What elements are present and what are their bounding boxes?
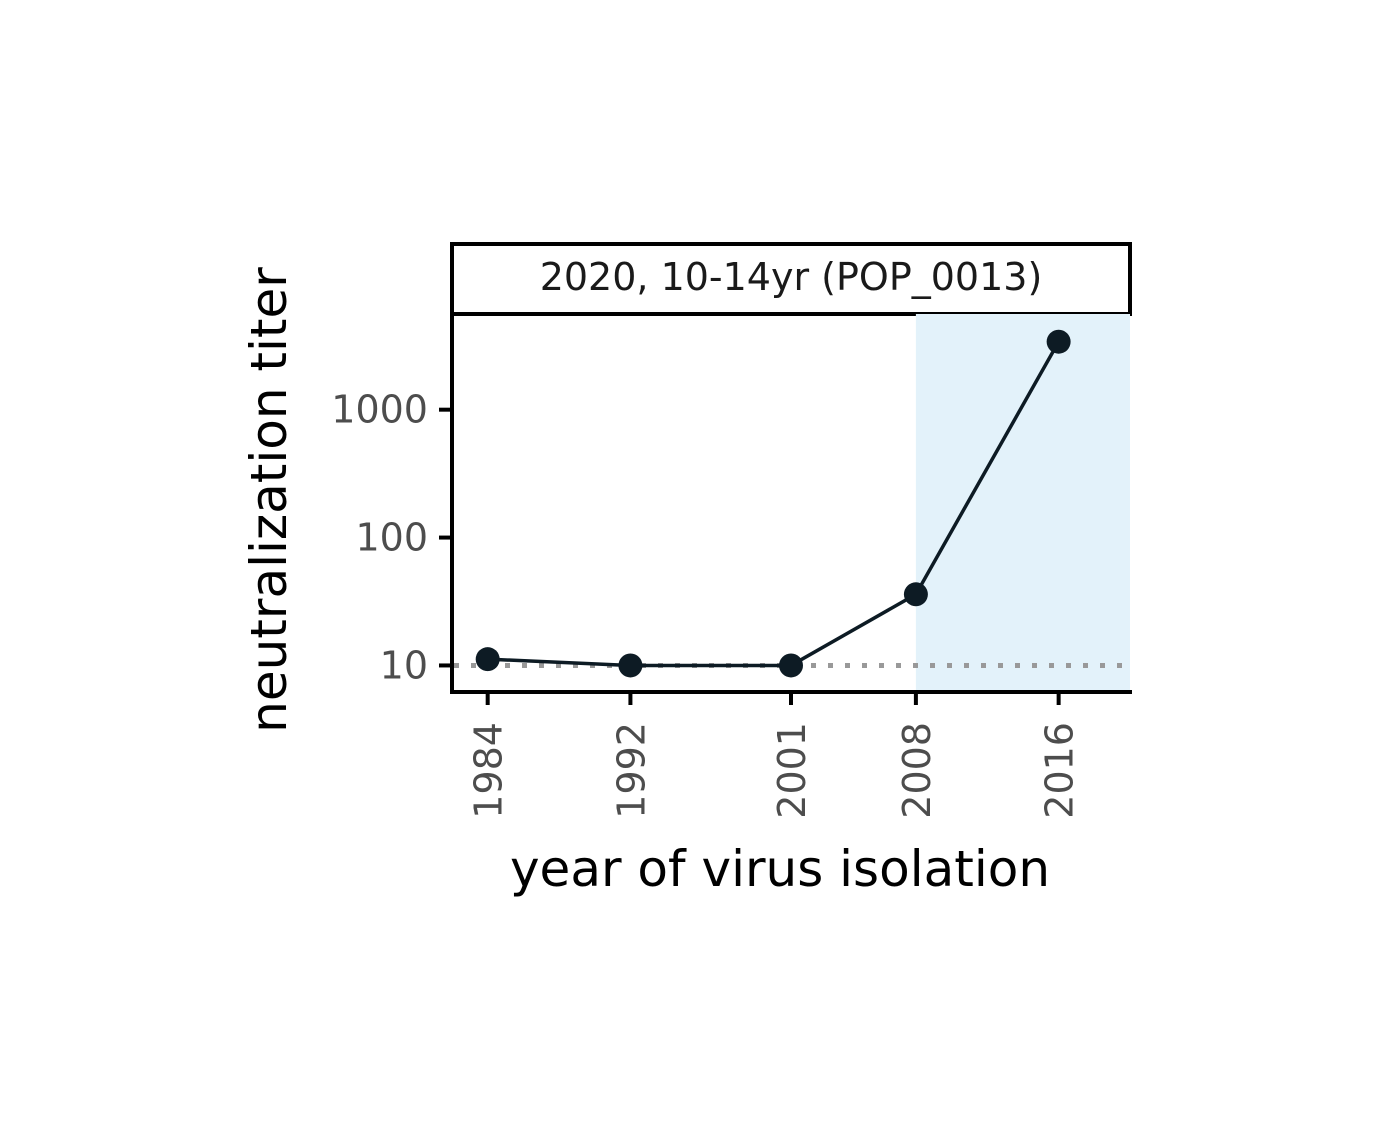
x-tick-label: 2016 [1038,722,1082,819]
x-tick-label: 2008 [895,722,939,819]
x-axis-ticks: 1984 1992 2001 2008 2016 [467,692,1082,819]
data-point [475,647,500,672]
y-tick-label: 100 [355,516,428,560]
x-axis-title: year of virus isolation [510,840,1050,898]
y-axis-title: neutralization titer [240,267,298,733]
data-points [475,329,1071,678]
highlight-region [915,314,1130,692]
facet-strip [450,242,1132,316]
x-tick-label: 1992 [609,722,653,819]
data-point [618,653,643,678]
plot-panel [454,314,1130,692]
data-point [1046,329,1071,354]
y-tick-label: 1000 [331,388,428,432]
data-point [903,582,928,607]
x-tick-label: 1984 [467,722,511,819]
y-axis-ticks: 10 100 1000 [331,388,452,687]
data-point [779,653,803,678]
facet-title: 2020, 10-14yr (POP_0013) [540,255,1043,299]
x-tick-label: 2001 [770,722,814,819]
y-tick-label: 10 [380,643,428,687]
